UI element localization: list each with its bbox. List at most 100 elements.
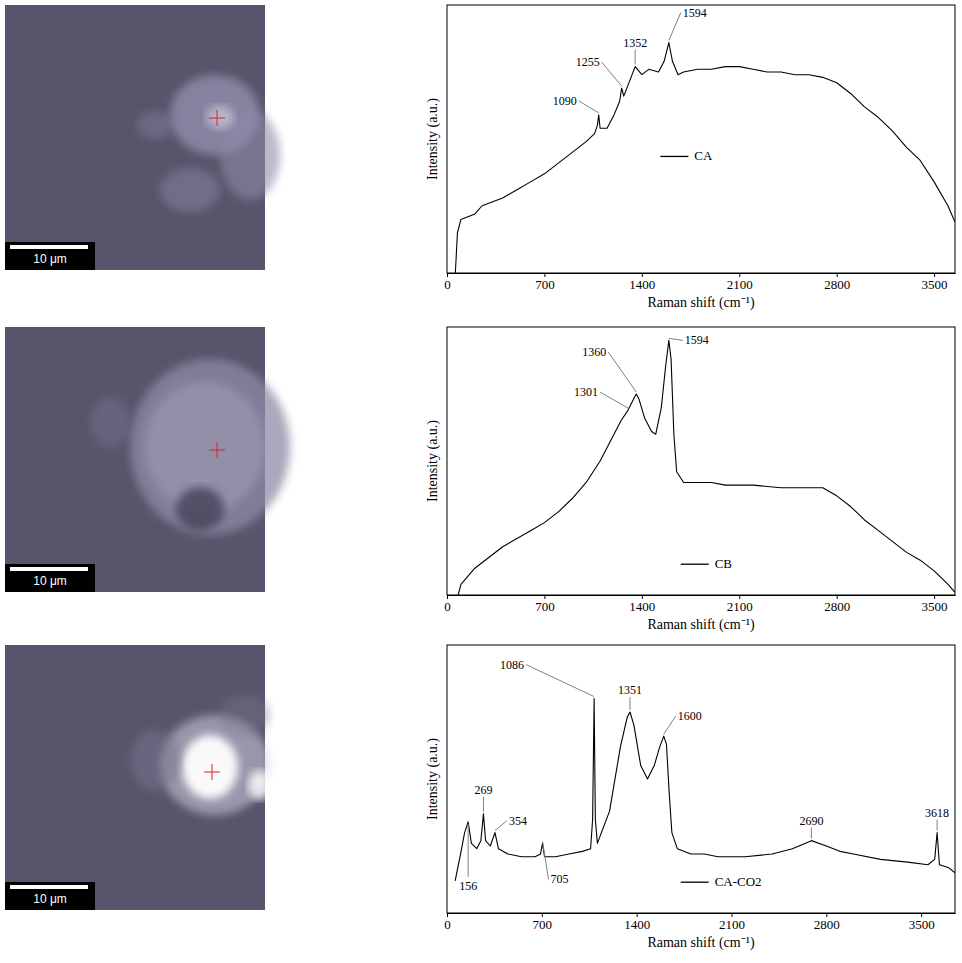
x-axis-title: Raman shift (cm⁻¹) <box>647 295 755 311</box>
x-axis-line <box>448 273 956 274</box>
x-tick: 700 <box>535 595 555 614</box>
x-axis-line <box>448 913 956 914</box>
x-tick-label: 0 <box>444 599 451 614</box>
peak-leader <box>811 828 812 839</box>
peak-label: 156 <box>459 879 477 893</box>
micrograph: 10 μm <box>5 5 280 270</box>
crosshair <box>212 764 213 780</box>
peak-leader <box>602 62 622 86</box>
plot-area <box>458 340 955 595</box>
x-tick: 3500 <box>922 273 948 292</box>
x-axis: 0 700 1400 2100 2800 3500 <box>444 595 955 614</box>
legend-label: CA <box>694 148 713 163</box>
x-tick-label: 2800 <box>824 599 850 614</box>
peak-label: 1352 <box>623 36 647 50</box>
micrograph: 10 μm <box>5 327 290 592</box>
x-tick: 1400 <box>629 273 655 292</box>
peak-labels: 136013011594 <box>574 333 709 408</box>
peak-label: 1594 <box>683 6 707 20</box>
scale-bar <box>10 245 88 249</box>
peak-labels: 1090125513521594 <box>553 6 707 113</box>
peak-label: 2690 <box>799 814 823 828</box>
peak-leader <box>579 101 599 113</box>
crosshair <box>217 442 218 458</box>
peak-label: 354 <box>509 814 527 828</box>
scale-bar-box <box>5 242 95 270</box>
legend-swatch <box>660 156 688 157</box>
y-axis-title: Intensity (a.u.) <box>425 98 441 180</box>
legend-label: CA-CO2 <box>715 874 762 889</box>
x-tick-label: 700 <box>533 917 553 932</box>
spectrum-line <box>458 340 955 595</box>
peak-label: 1360 <box>582 345 606 359</box>
peak-label: 1255 <box>576 55 600 69</box>
y-axis-title: Intensity (a.u.) <box>425 738 441 820</box>
x-tick: 0 <box>444 273 451 292</box>
x-tick-label: 700 <box>535 277 555 292</box>
particle <box>206 105 234 129</box>
particle <box>248 770 272 800</box>
figure: 10 μm 0 700 1400 2100 2800 3500 Raman shift (cm… <box>0 0 962 963</box>
peak-leader <box>483 797 484 812</box>
peak-leader <box>937 820 938 831</box>
peak-label: 1594 <box>685 333 709 347</box>
x-tick-label: 2800 <box>824 277 850 292</box>
x-tick: 0 <box>444 595 451 614</box>
legend: CA-CO2 <box>681 874 762 889</box>
peak-labels: 10861351160026915635470526903618 <box>459 658 949 893</box>
micrograph-background <box>5 645 265 910</box>
plot-area <box>455 699 955 881</box>
x-tick: 1400 <box>629 595 655 614</box>
peak-leader <box>495 821 507 831</box>
x-tick: 700 <box>535 273 555 292</box>
scale-bar-label: 10 μm <box>33 892 67 906</box>
x-axis-title: Raman shift (cm⁻¹) <box>647 617 755 633</box>
scale-bar-label: 10 μm <box>33 252 67 266</box>
peak-label: 269 <box>474 783 492 797</box>
x-tick: 2100 <box>727 273 753 292</box>
x-tick-label: 1400 <box>624 917 650 932</box>
particle <box>176 487 224 531</box>
x-tick: 2100 <box>719 913 745 932</box>
plot-area <box>455 43 955 273</box>
x-tick: 2100 <box>727 595 753 614</box>
x-axis: 07001400210028003500 <box>444 913 955 932</box>
x-tick-label: 0 <box>444 917 451 932</box>
y-axis-title: Intensity (a.u.) <box>425 420 441 502</box>
peak-leader <box>635 50 636 65</box>
peak-leader <box>669 338 683 340</box>
crosshair <box>217 110 218 126</box>
scale-bar <box>10 567 88 571</box>
scale-bar-box <box>5 564 95 592</box>
plot-frame <box>447 645 955 913</box>
x-tick: 3500 <box>909 913 935 932</box>
x-tick-label: 0 <box>444 277 451 292</box>
x-tick-label: 2100 <box>727 277 753 292</box>
x-tick: 700 <box>533 913 553 932</box>
x-axis-title: Raman shift (cm⁻¹) <box>647 935 755 951</box>
peak-label: 705 <box>551 872 569 886</box>
x-tick: 2800 <box>824 595 850 614</box>
scale-bar-label: 10 μm <box>33 574 67 588</box>
peak-leader <box>608 352 636 392</box>
plot-frame <box>447 5 955 273</box>
x-tick-label: 700 <box>535 599 555 614</box>
spectrum-line <box>455 699 955 881</box>
peak-leader <box>630 697 631 710</box>
peak-leader <box>669 13 681 41</box>
particle <box>182 735 238 799</box>
plot-frame <box>447 327 955 595</box>
x-tick: 3500 <box>922 595 948 614</box>
x-tick-label: 1400 <box>629 599 655 614</box>
legend-swatch <box>681 882 709 883</box>
x-tick: 2800 <box>824 273 850 292</box>
particle <box>130 359 290 535</box>
x-tick-label: 1400 <box>629 277 655 292</box>
scale-bar <box>10 885 88 889</box>
x-tick-label: 3500 <box>909 917 935 932</box>
legend-swatch <box>681 564 709 565</box>
micrograph: 10 μm <box>5 645 272 910</box>
peak-leader <box>664 716 676 734</box>
legend-label: CB <box>715 556 733 571</box>
x-tick-label: 2100 <box>727 599 753 614</box>
